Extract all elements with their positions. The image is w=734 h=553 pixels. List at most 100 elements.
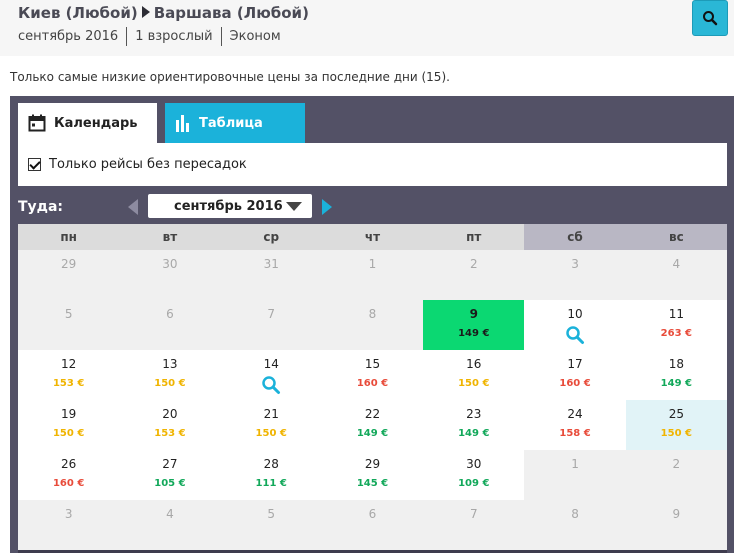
day-cell[interactable]: 15 160 € (321, 350, 424, 400)
day-number: 30 (466, 457, 482, 471)
day-price: 150 € (458, 378, 490, 389)
day-cell: 7 (423, 500, 525, 550)
day-cell[interactable]: 24 158 € (524, 400, 626, 450)
day-cell[interactable]: 16 150 € (423, 350, 525, 400)
price-note: Только самые низкие ориентировочные цены… (10, 70, 450, 84)
day-cell[interactable]: 9 149 € (423, 300, 525, 350)
day-cell: 8 (524, 500, 626, 550)
tab-calendar[interactable]: Календарь (18, 103, 157, 143)
day-number: 15 (364, 357, 381, 371)
tab-table[interactable]: Таблица (165, 103, 305, 143)
day-cell[interactable]: 26 160 € (18, 450, 120, 500)
day-cell[interactable]: 29 145 € (321, 450, 424, 500)
day-price: 160 € (52, 478, 85, 489)
weekday-label: пн (18, 224, 120, 250)
day-cell[interactable]: 23 149 € (423, 400, 525, 450)
day-cell: 7 (220, 300, 322, 350)
day-number: 4 (166, 507, 174, 521)
day-number: 5 (267, 507, 276, 521)
direct-flights-filter: Только рейсы без пересадок (18, 143, 727, 186)
weekday-header: пн вт ср чт пт сб вс (18, 224, 727, 250)
calendar-week: 29 30 31 1 2 3 4 (18, 250, 727, 300)
bar-chart-icon (176, 115, 189, 132)
day-price: 149 € (458, 328, 490, 339)
search-icon[interactable] (524, 325, 625, 349)
day-number: 2 (469, 257, 478, 271)
day-number: 6 (166, 307, 174, 321)
day-cell[interactable]: 14 (220, 350, 322, 400)
day-price: 149 € (356, 428, 389, 439)
destination-city: Варшава (Любой) (153, 4, 309, 22)
next-month-icon[interactable] (322, 199, 332, 215)
day-number: 6 (368, 507, 377, 521)
day-cell: 4 (119, 500, 221, 550)
direct-only-label[interactable]: Только рейсы без пересадок (49, 157, 247, 172)
day-price: 160 € (356, 378, 389, 389)
day-cell[interactable]: 30 109 € (423, 450, 525, 500)
day-cell: 31 (220, 250, 322, 300)
day-cell[interactable]: 10 (524, 300, 626, 350)
day-cell[interactable]: 28 111 € (220, 450, 322, 500)
route-arrow-icon (141, 6, 150, 18)
day-number: 27 (162, 457, 178, 471)
day-cell[interactable]: 21 150 € (220, 400, 322, 450)
day-cell: 2 (625, 450, 727, 500)
route-title: Киев (Любой) Варшава (Любой) (18, 4, 309, 22)
origin-city: Киев (Любой) (18, 4, 138, 22)
day-number: 24 (567, 407, 583, 421)
search-cabin: Эконом (220, 27, 289, 46)
day-cell: 29 (18, 250, 120, 300)
weekday-label: вс (625, 224, 727, 250)
day-price: 105 € (154, 478, 186, 489)
day-cell: 5 (220, 500, 322, 550)
day-number: 7 (469, 507, 478, 521)
edit-search-button[interactable] (692, 0, 728, 36)
day-cell: 3 (18, 500, 120, 550)
day-number: 20 (162, 407, 178, 421)
chevron-down-icon (286, 202, 302, 211)
day-cell[interactable]: 20 153 € (119, 400, 221, 450)
day-number: 22 (364, 407, 381, 421)
day-number: 29 (61, 257, 77, 271)
day-price: 153 € (154, 428, 186, 439)
calendar-week: 19 150 € 20 153 € 21 150 € 22 149 € 23 149 € 24 158… (18, 400, 727, 450)
day-cell[interactable]: 19 150 € (18, 400, 120, 450)
direct-only-checkbox[interactable] (28, 158, 41, 171)
month-select-value: сентябрь 2016 (174, 198, 283, 214)
day-number: 31 (263, 257, 279, 271)
day-cell[interactable]: 22 149 € (321, 400, 424, 450)
day-cell[interactable]: 13 150 € (119, 350, 221, 400)
day-number: 10 (567, 307, 583, 321)
day-number: 28 (263, 457, 279, 471)
day-cell[interactable]: 17 160 € (524, 350, 626, 400)
day-price: 150 € (255, 428, 287, 439)
direction-label: Туда: (18, 199, 64, 215)
day-cell[interactable]: 18 149 € (625, 350, 727, 400)
calendar-panel: Календарь Таблица Только рейсы без перес… (10, 96, 734, 553)
day-number: 8 (368, 307, 377, 321)
day-number: 17 (567, 357, 583, 371)
day-cell[interactable]: 25 150 € (625, 400, 727, 450)
day-cell[interactable]: 11 263 € (625, 300, 727, 350)
day-number: 30 (162, 257, 178, 271)
search-icon[interactable] (221, 375, 322, 399)
weekday-label: чт (321, 224, 424, 250)
day-price: 158 € (559, 428, 591, 439)
day-cell: 4 (625, 250, 727, 300)
day-price: 150 € (52, 428, 85, 439)
day-number: 13 (162, 357, 178, 371)
day-cell[interactable]: 12 153 € (18, 350, 120, 400)
month-select[interactable]: сентябрь 2016 (148, 194, 312, 218)
day-number: 19 (61, 407, 77, 421)
day-cell: 6 (119, 300, 221, 350)
weekday-label: пт (423, 224, 525, 250)
day-cell: 2 (423, 250, 525, 300)
day-cell[interactable]: 27 105 € (119, 450, 221, 500)
calendar-icon (28, 114, 46, 132)
day-number: 12 (61, 357, 77, 371)
day-price: 149 € (458, 428, 490, 439)
prev-month-icon[interactable] (128, 199, 138, 215)
day-cell: 1 (321, 250, 424, 300)
day-price: 160 € (559, 378, 591, 389)
weekday-label: вт (119, 224, 221, 250)
